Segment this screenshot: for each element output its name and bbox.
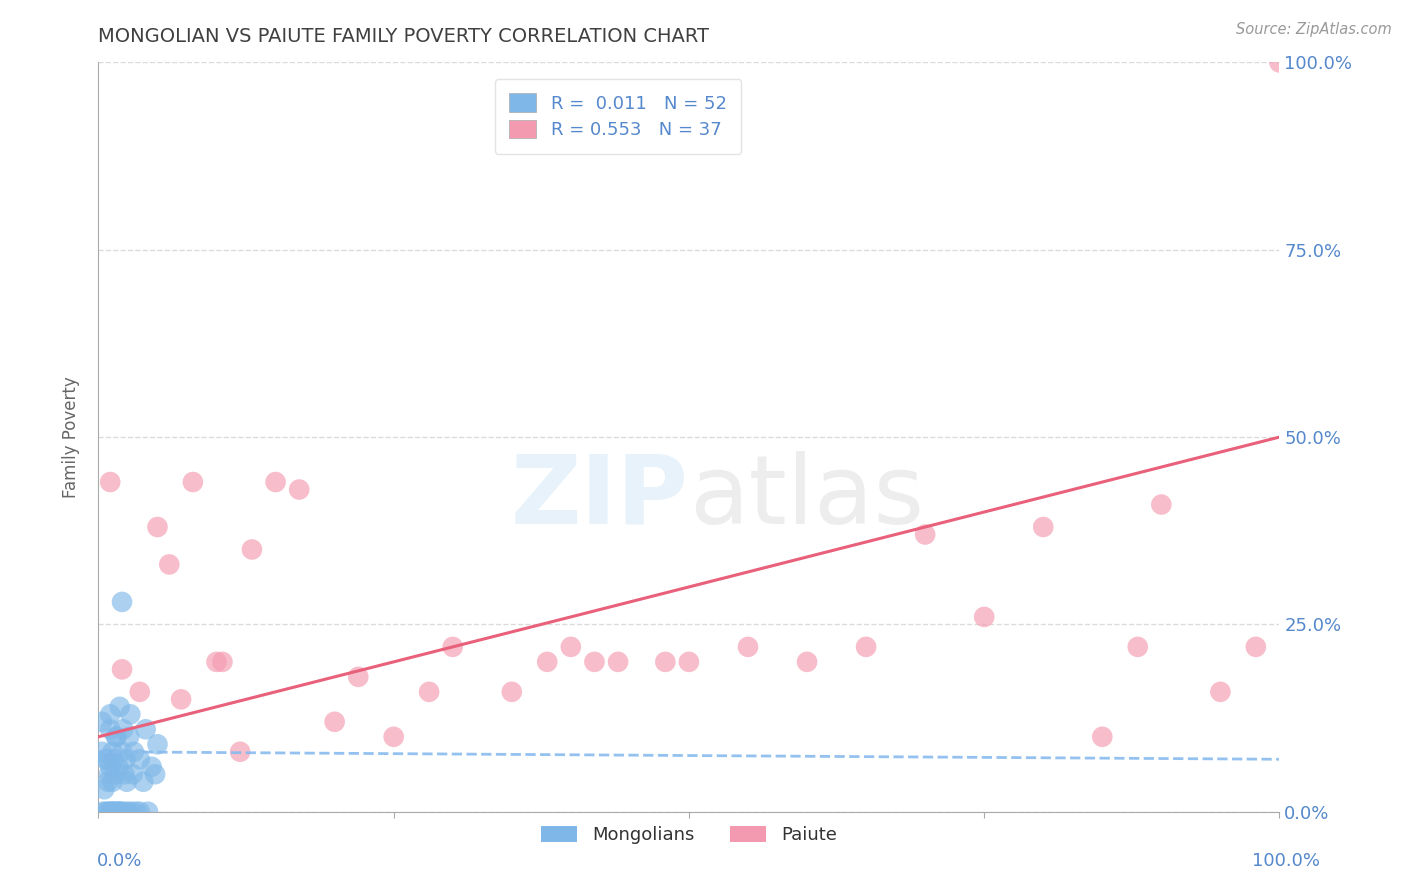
Point bbox=[128, 685, 150, 699]
Point bbox=[560, 640, 582, 654]
Point bbox=[125, 805, 148, 819]
Point bbox=[501, 685, 523, 699]
Point bbox=[112, 723, 135, 737]
Point bbox=[654, 655, 676, 669]
Point bbox=[110, 805, 132, 819]
Point bbox=[418, 685, 440, 699]
Point bbox=[93, 782, 115, 797]
Point bbox=[347, 670, 370, 684]
Point bbox=[105, 730, 128, 744]
Point bbox=[107, 760, 129, 774]
Point bbox=[128, 752, 150, 766]
Text: 0.0%: 0.0% bbox=[97, 852, 142, 870]
Point bbox=[101, 745, 124, 759]
Point bbox=[229, 745, 252, 759]
Point bbox=[101, 805, 124, 819]
Point bbox=[117, 805, 139, 819]
Point bbox=[121, 767, 143, 781]
Point bbox=[1150, 498, 1173, 512]
Point bbox=[583, 655, 606, 669]
Point bbox=[796, 655, 818, 669]
Point bbox=[108, 805, 131, 819]
Point bbox=[855, 640, 877, 654]
Point bbox=[1126, 640, 1149, 654]
Point bbox=[111, 595, 134, 609]
Point bbox=[121, 805, 143, 819]
Point bbox=[288, 483, 311, 497]
Point bbox=[146, 737, 169, 751]
Point bbox=[112, 767, 135, 781]
Text: MONGOLIAN VS PAIUTE FAMILY POVERTY CORRELATION CHART: MONGOLIAN VS PAIUTE FAMILY POVERTY CORRE… bbox=[98, 27, 710, 45]
Point bbox=[94, 752, 117, 766]
Y-axis label: Family Poverty: Family Poverty bbox=[62, 376, 80, 498]
Point bbox=[157, 558, 180, 572]
Point bbox=[98, 767, 121, 781]
Point bbox=[120, 707, 142, 722]
Point bbox=[1032, 520, 1054, 534]
Point bbox=[441, 640, 464, 654]
Point bbox=[91, 714, 114, 729]
Point bbox=[108, 699, 131, 714]
Point bbox=[104, 767, 127, 781]
Point bbox=[111, 745, 134, 759]
Point bbox=[122, 745, 145, 759]
Point bbox=[108, 805, 131, 819]
Point bbox=[264, 475, 287, 489]
Legend: Mongolians, Paiute: Mongolians, Paiute bbox=[534, 819, 844, 851]
Point bbox=[382, 730, 405, 744]
Point bbox=[97, 805, 120, 819]
Text: 100.0%: 100.0% bbox=[1253, 852, 1320, 870]
Point bbox=[103, 752, 125, 766]
Point bbox=[114, 752, 136, 766]
Point bbox=[98, 475, 121, 489]
Text: atlas: atlas bbox=[689, 450, 924, 543]
Point bbox=[112, 805, 135, 819]
Point bbox=[1209, 685, 1232, 699]
Point bbox=[914, 527, 936, 541]
Point bbox=[135, 723, 157, 737]
Point bbox=[115, 774, 138, 789]
Point bbox=[678, 655, 700, 669]
Point bbox=[105, 730, 128, 744]
Point bbox=[91, 805, 114, 819]
Point bbox=[136, 805, 159, 819]
Point bbox=[105, 805, 128, 819]
Point bbox=[211, 655, 233, 669]
Point bbox=[143, 767, 166, 781]
Point bbox=[205, 655, 228, 669]
Point bbox=[1091, 730, 1114, 744]
Point bbox=[94, 805, 117, 819]
Point bbox=[323, 714, 346, 729]
Point bbox=[170, 692, 193, 706]
Point bbox=[132, 774, 155, 789]
Text: ZIP: ZIP bbox=[510, 450, 689, 543]
Point bbox=[97, 774, 120, 789]
Point bbox=[1268, 55, 1291, 70]
Text: Source: ZipAtlas.com: Source: ZipAtlas.com bbox=[1236, 22, 1392, 37]
Point bbox=[91, 745, 114, 759]
Point bbox=[98, 707, 121, 722]
Point bbox=[607, 655, 630, 669]
Point bbox=[100, 805, 122, 819]
Point bbox=[98, 760, 121, 774]
Point bbox=[96, 752, 118, 766]
Point bbox=[240, 542, 263, 557]
Point bbox=[101, 774, 124, 789]
Point bbox=[105, 805, 128, 819]
Point bbox=[737, 640, 759, 654]
Point bbox=[973, 610, 995, 624]
Point bbox=[146, 520, 169, 534]
Point bbox=[111, 662, 134, 676]
Point bbox=[536, 655, 558, 669]
Point bbox=[141, 760, 163, 774]
Point bbox=[98, 723, 121, 737]
Point bbox=[128, 805, 150, 819]
Point bbox=[118, 730, 141, 744]
Point bbox=[103, 805, 125, 819]
Point bbox=[1244, 640, 1267, 654]
Point bbox=[181, 475, 204, 489]
Point bbox=[98, 805, 121, 819]
